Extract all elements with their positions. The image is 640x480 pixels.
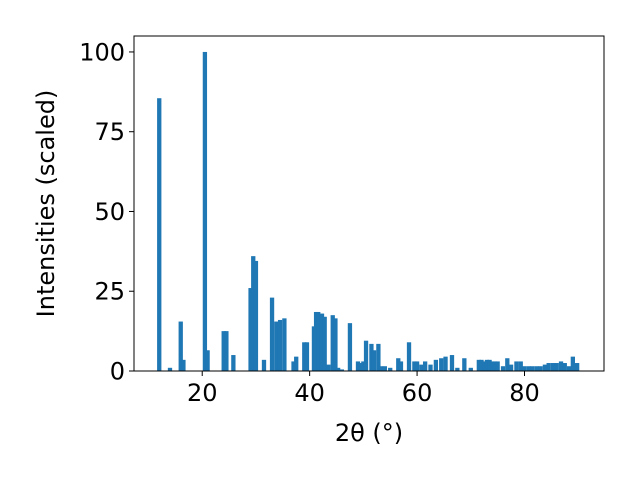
bar bbox=[487, 359, 492, 371]
bar bbox=[455, 367, 460, 371]
bar bbox=[542, 364, 548, 371]
bar bbox=[251, 256, 256, 371]
bar bbox=[433, 359, 439, 371]
bar bbox=[355, 361, 361, 371]
bar bbox=[157, 98, 162, 371]
bar bbox=[558, 361, 564, 371]
bar bbox=[490, 361, 495, 371]
bar bbox=[479, 359, 484, 371]
bar bbox=[566, 366, 572, 371]
bar bbox=[261, 359, 267, 371]
x-tick-label: 40 bbox=[294, 379, 325, 407]
x-tick-label: 20 bbox=[187, 379, 218, 407]
y-tick-label: 25 bbox=[94, 278, 125, 306]
bar bbox=[398, 361, 404, 371]
x-axis-ticks: 20 40 60 80 bbox=[187, 371, 540, 407]
x-tick-label: 80 bbox=[509, 379, 540, 407]
bar bbox=[291, 361, 296, 371]
bar bbox=[530, 366, 535, 371]
bar bbox=[205, 350, 210, 371]
bar bbox=[484, 359, 490, 371]
bar bbox=[534, 366, 540, 371]
bar bbox=[554, 363, 559, 371]
bar bbox=[363, 340, 369, 371]
bar bbox=[382, 366, 387, 371]
bar bbox=[500, 366, 506, 371]
bar bbox=[361, 361, 366, 371]
bar bbox=[388, 367, 393, 371]
bar bbox=[248, 288, 253, 371]
bar bbox=[316, 311, 321, 371]
y-tick-label: 0 bbox=[110, 358, 125, 386]
bar bbox=[302, 342, 307, 371]
y-axis-ticks: 0 25 50 75 100 bbox=[79, 38, 134, 386]
bar bbox=[376, 343, 381, 371]
plot-frame bbox=[133, 35, 605, 372]
bar bbox=[550, 363, 556, 371]
bar bbox=[495, 361, 500, 371]
bar bbox=[414, 361, 420, 371]
bar bbox=[202, 51, 208, 371]
bar bbox=[406, 342, 412, 371]
bar bbox=[570, 356, 575, 371]
bar bbox=[319, 313, 325, 371]
bar bbox=[449, 355, 455, 371]
bar bbox=[546, 363, 551, 371]
bar bbox=[419, 364, 424, 371]
bar bbox=[412, 361, 417, 371]
bar bbox=[282, 318, 287, 371]
bar bbox=[514, 361, 519, 371]
y-tick-label: 100 bbox=[79, 38, 125, 66]
bar bbox=[505, 358, 510, 371]
bar bbox=[443, 356, 448, 371]
y-axis-label: Intensities (scaled) bbox=[32, 90, 60, 318]
bar bbox=[253, 260, 259, 371]
bar bbox=[422, 361, 428, 371]
bar bbox=[428, 364, 433, 371]
bar bbox=[358, 363, 363, 371]
bar bbox=[492, 361, 498, 371]
bar bbox=[269, 297, 275, 371]
bar bbox=[322, 316, 327, 371]
bar bbox=[274, 321, 279, 371]
y-tick-label: 75 bbox=[94, 118, 125, 146]
bar bbox=[574, 363, 580, 371]
bar bbox=[371, 350, 377, 371]
bar bbox=[396, 358, 401, 371]
bar bbox=[347, 323, 353, 371]
bar bbox=[335, 367, 341, 371]
bar bbox=[221, 331, 226, 371]
bar bbox=[522, 366, 527, 371]
y-tick-label: 50 bbox=[94, 198, 125, 226]
bar bbox=[167, 367, 173, 371]
bar bbox=[277, 319, 283, 371]
bar bbox=[224, 331, 229, 371]
x-tick-label: 60 bbox=[402, 379, 433, 407]
bar bbox=[562, 363, 567, 371]
bar bbox=[462, 358, 467, 371]
bar bbox=[294, 356, 299, 371]
bar bbox=[231, 355, 236, 371]
x-axis-label: 2θ (°) bbox=[335, 419, 403, 447]
bars-group bbox=[157, 51, 580, 371]
bar bbox=[330, 315, 335, 371]
bar bbox=[508, 364, 514, 371]
bar bbox=[518, 361, 523, 371]
bar bbox=[538, 366, 543, 371]
bar bbox=[178, 321, 183, 371]
bar bbox=[304, 342, 310, 371]
bar bbox=[526, 366, 531, 371]
bar bbox=[476, 359, 481, 371]
bar bbox=[369, 343, 374, 371]
bar bbox=[333, 318, 338, 371]
bar bbox=[181, 359, 186, 371]
bar bbox=[378, 366, 384, 371]
bar bbox=[326, 364, 331, 371]
bar bbox=[482, 361, 487, 371]
bar bbox=[468, 367, 473, 371]
bar bbox=[439, 358, 444, 371]
bar bbox=[339, 369, 345, 371]
